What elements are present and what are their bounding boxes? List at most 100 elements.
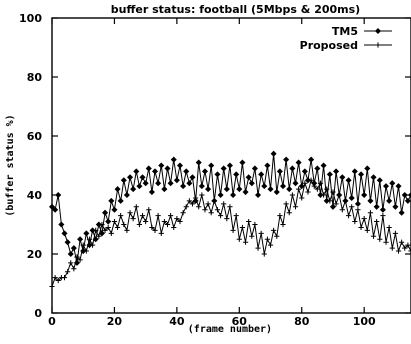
y-tick-label: 20 (27, 248, 43, 261)
data-point (242, 189, 249, 196)
data-point (299, 195, 305, 201)
data-point (258, 230, 264, 236)
data-point (114, 186, 121, 193)
data-point (376, 177, 383, 184)
data-point (314, 165, 321, 172)
data-point (358, 171, 365, 178)
x-tick-label: 40 (169, 315, 185, 328)
data-point (361, 216, 367, 222)
data-point (155, 180, 162, 187)
data-point (170, 156, 177, 163)
data-point (407, 191, 411, 199)
data-point (96, 233, 102, 239)
legend-label: Proposed (300, 39, 358, 52)
data-point (205, 201, 211, 207)
data-point (133, 204, 139, 210)
data-point (211, 198, 217, 204)
data-point (93, 227, 99, 233)
data-point (327, 198, 333, 204)
data-point (289, 192, 295, 198)
data-point (52, 275, 58, 281)
data-point (55, 191, 62, 199)
data-point (99, 221, 105, 228)
data-point (164, 165, 171, 172)
data-point (349, 204, 355, 210)
data-point (145, 165, 152, 172)
data-point (367, 197, 374, 204)
data-point (117, 197, 124, 204)
data-point (364, 227, 370, 233)
legend-marker (374, 27, 382, 35)
data-point (68, 260, 74, 266)
data-point (305, 189, 311, 195)
data-point (308, 156, 315, 163)
data-point (277, 213, 283, 219)
data-point (70, 245, 77, 252)
data-point (399, 239, 405, 245)
data-point (348, 194, 355, 201)
data-point (336, 192, 342, 198)
data-point (146, 207, 152, 213)
y-axis-label: (buffer status %) (5, 114, 16, 216)
data-point (273, 189, 280, 196)
data-point (339, 174, 346, 181)
data-point (230, 227, 236, 233)
data-point (120, 177, 127, 184)
data-point (58, 221, 65, 228)
legend-label: TM5 (332, 25, 358, 38)
data-point (345, 213, 352, 219)
data-point (405, 242, 411, 248)
data-point (255, 191, 262, 199)
data-point (283, 156, 290, 163)
data-point (108, 230, 114, 236)
axes: 0 20 40 60 80 100 0 20 40 60 80 100 (19, 12, 411, 328)
data-point (168, 213, 174, 219)
data-point (408, 248, 411, 254)
x-tick-label: 60 (232, 315, 248, 328)
data-point (230, 191, 237, 199)
data-point (345, 177, 352, 184)
data-point (392, 230, 398, 236)
data-point (323, 197, 330, 204)
data-point (320, 162, 327, 169)
data-point (201, 168, 208, 175)
data-point (274, 233, 280, 239)
data-point (379, 206, 386, 213)
data-point (173, 177, 180, 184)
data-point (249, 233, 255, 239)
data-point (158, 162, 165, 169)
data-point (142, 180, 149, 187)
data-point (286, 210, 292, 216)
data-point (183, 168, 190, 175)
data-point (127, 174, 134, 181)
data-point (199, 192, 205, 198)
data-point (267, 186, 274, 193)
data-point (342, 198, 349, 204)
data-point (233, 171, 240, 178)
data-point (324, 186, 330, 192)
x-tick-label: 100 (353, 315, 376, 328)
data-point (152, 227, 158, 233)
x-axis-label: (frame number) (188, 324, 272, 335)
data-point (364, 165, 371, 172)
data-point (71, 266, 77, 272)
data-point (339, 207, 345, 213)
data-point (114, 224, 121, 231)
data-point (89, 242, 96, 248)
chart-title: buffer status: football (5Mbps & 200ms) (111, 3, 360, 16)
data-point (246, 218, 252, 225)
data-point (370, 174, 377, 181)
data-point (280, 221, 286, 228)
y-tick-label: 0 (34, 307, 42, 320)
data-point (367, 210, 374, 216)
data-point (108, 197, 115, 204)
data-point (270, 150, 277, 157)
data-point (171, 224, 177, 231)
data-point (311, 183, 317, 189)
data-point (248, 180, 255, 187)
data-point (271, 227, 277, 233)
data-point (251, 165, 258, 172)
data-point (111, 218, 118, 225)
data-point (320, 192, 327, 198)
data-point (358, 224, 364, 231)
